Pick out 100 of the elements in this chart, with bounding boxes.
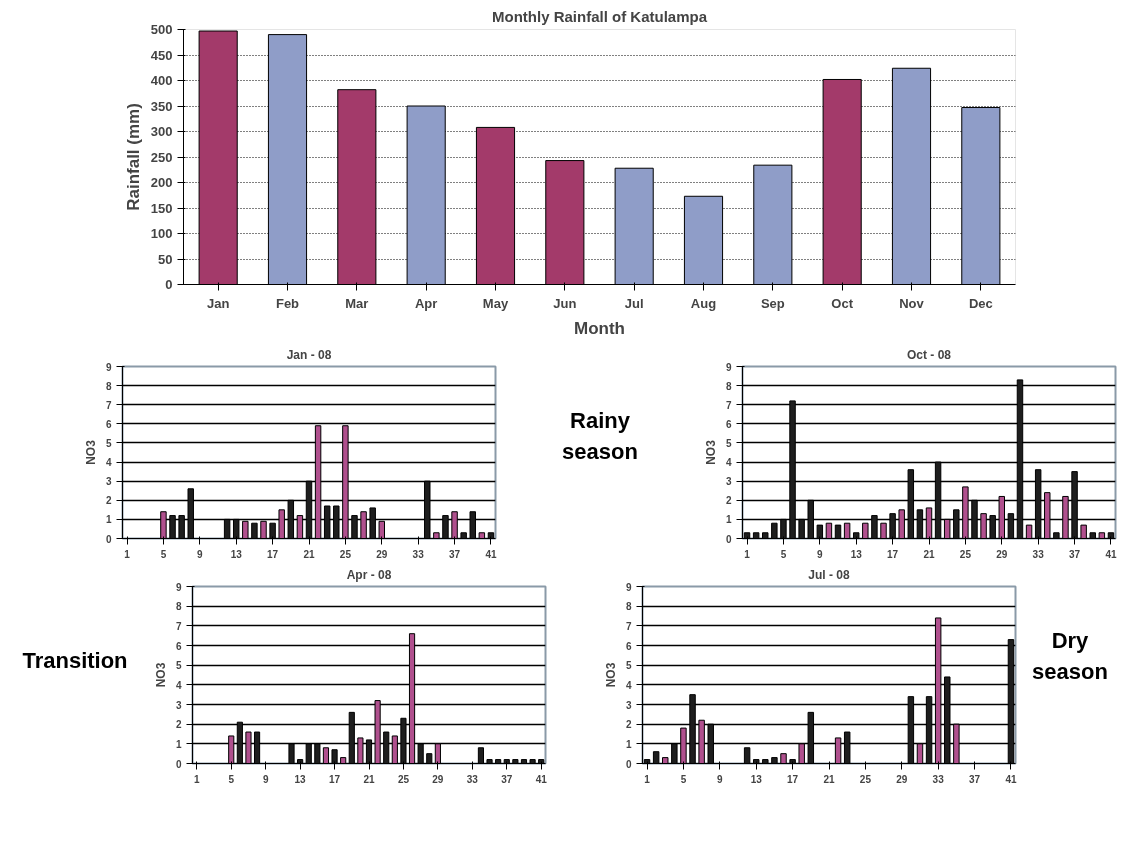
x-tick-label: Apr — [414, 295, 438, 311]
x-tick-label: 13 — [850, 548, 863, 560]
x-tick-label: 21 — [363, 773, 375, 785]
y-tick-label: 9 — [625, 581, 632, 593]
x-tick-label: 5 — [680, 773, 687, 785]
x-tick-label: 41 — [1105, 548, 1117, 560]
chart-title: Apr - 08 — [346, 567, 392, 582]
y-tick-label: 6 — [725, 418, 732, 430]
y-tick-label: 4 — [725, 457, 732, 469]
x-tick-label: Jun — [553, 295, 577, 311]
chart-title: Jul - 08 — [808, 567, 850, 582]
x-tick-label: 17 — [787, 773, 799, 785]
text: Dry season — [1031, 627, 1109, 687]
x-tick-label: 41 — [535, 773, 548, 785]
y-tick-label: 50 — [158, 251, 173, 267]
text: Rainy season — [561, 407, 639, 467]
y-tick-label: 300 — [150, 124, 173, 139]
x-tick-label: 37 — [1069, 548, 1081, 560]
x-tick-label: 9 — [817, 548, 824, 560]
x-tick-label: 37 — [969, 773, 981, 785]
x-tick-label: 9 — [262, 773, 269, 785]
x-axis-title: Month — [574, 318, 625, 338]
x-tick-label: 29 — [432, 773, 444, 785]
y-tick-label: 5 — [625, 660, 632, 672]
x-tick-label: 29 — [896, 773, 908, 785]
y-tick-label: 5 — [725, 437, 732, 449]
x-tick-label: 17 — [329, 773, 341, 785]
x-tick-label: Jan — [206, 295, 230, 311]
y-tick-label: 1 — [725, 514, 732, 526]
x-tick-label: Feb — [275, 295, 300, 311]
y-tick-label: 9 — [105, 361, 112, 373]
y-tick-label: 9 — [175, 581, 182, 593]
y-tick-label: 3 — [725, 476, 732, 488]
y-tick-label: 7 — [175, 620, 182, 632]
text: Transition — [22, 647, 128, 675]
x-tick-label: 1 — [124, 548, 131, 560]
y-tick-label: 2 — [625, 719, 632, 731]
x-tick-label: Dec — [968, 295, 993, 311]
y-tick-label: 8 — [725, 380, 732, 392]
x-tick-label: Oct — [831, 295, 854, 311]
x-tick-label: 33 — [412, 548, 425, 560]
x-tick-label: 33 — [932, 773, 945, 785]
x-tick-label: 25 — [859, 773, 872, 785]
x-tick-label: 5 — [228, 773, 235, 785]
y-tick-label: 6 — [105, 418, 112, 430]
y-tick-label: 5 — [175, 660, 182, 672]
y-tick-label: 450 — [150, 47, 173, 63]
x-tick-label: Aug — [690, 295, 717, 311]
y-tick-label: 6 — [625, 640, 632, 652]
y-tick-label: 4 — [105, 457, 112, 469]
y-tick-label: 1 — [175, 738, 182, 750]
x-tick-label: 25 — [397, 773, 410, 785]
x-tick-label: Sep — [760, 295, 785, 311]
x-tick-label: 21 — [303, 548, 315, 560]
x-tick-label: 29 — [996, 548, 1008, 560]
x-tick-label: 21 — [823, 773, 835, 785]
x-tick-label: 13 — [230, 548, 243, 560]
x-tick-label: 17 — [267, 548, 279, 560]
y-tick-label: 7 — [725, 399, 732, 411]
y-tick-label: 2 — [105, 495, 112, 507]
x-tick-label: 37 — [449, 548, 461, 560]
y-axis-title: Rainfall (mm) — [123, 103, 143, 211]
x-tick-label: 17 — [887, 548, 899, 560]
x-tick-label: 13 — [294, 773, 307, 785]
y-tick-label: 0 — [105, 533, 112, 545]
x-tick-label: Jul — [624, 295, 644, 311]
x-tick-label: 33 — [466, 773, 479, 785]
y-tick-label: 350 — [150, 98, 173, 114]
y-tick-label: 3 — [105, 476, 112, 488]
y-tick-label: 100 — [150, 226, 173, 241]
y-tick-label: 150 — [150, 200, 173, 216]
x-tick-label: Nov — [899, 295, 925, 311]
y-tick-label: 5 — [105, 437, 112, 449]
x-tick-label: 9 — [197, 548, 204, 560]
y-tick-label: 1 — [105, 514, 112, 526]
x-tick-label: Mar — [345, 295, 369, 311]
y-tick-label: 0 — [175, 758, 182, 770]
y-tick-label: 1 — [625, 738, 632, 750]
chart-title: Monthly Rainfall of Katulampa — [492, 7, 708, 25]
y-tick-label: 4 — [175, 679, 182, 691]
y-tick-label: 8 — [175, 601, 182, 613]
y-axis-title: NO3 — [603, 662, 618, 688]
y-axis-title: NO3 — [83, 439, 98, 465]
y-tick-label: 7 — [625, 620, 632, 632]
x-tick-label: 1 — [194, 773, 201, 785]
y-tick-label: 250 — [150, 149, 173, 165]
y-tick-label: 0 — [165, 277, 173, 292]
x-tick-label: 41 — [1005, 773, 1017, 785]
y-axis-title: NO3 — [153, 662, 168, 688]
y-tick-label: 0 — [625, 758, 632, 770]
y-tick-label: 0 — [725, 533, 732, 545]
x-tick-label: 9 — [717, 773, 724, 785]
y-tick-label: 8 — [105, 380, 112, 392]
x-tick-label: 21 — [923, 548, 935, 560]
x-tick-label: 29 — [376, 548, 388, 560]
x-tick-label: 13 — [750, 773, 763, 785]
y-tick-label: 6 — [175, 640, 182, 652]
x-tick-label: 25 — [339, 548, 352, 560]
y-tick-label: 8 — [625, 601, 632, 613]
y-tick-label: 7 — [105, 399, 112, 411]
